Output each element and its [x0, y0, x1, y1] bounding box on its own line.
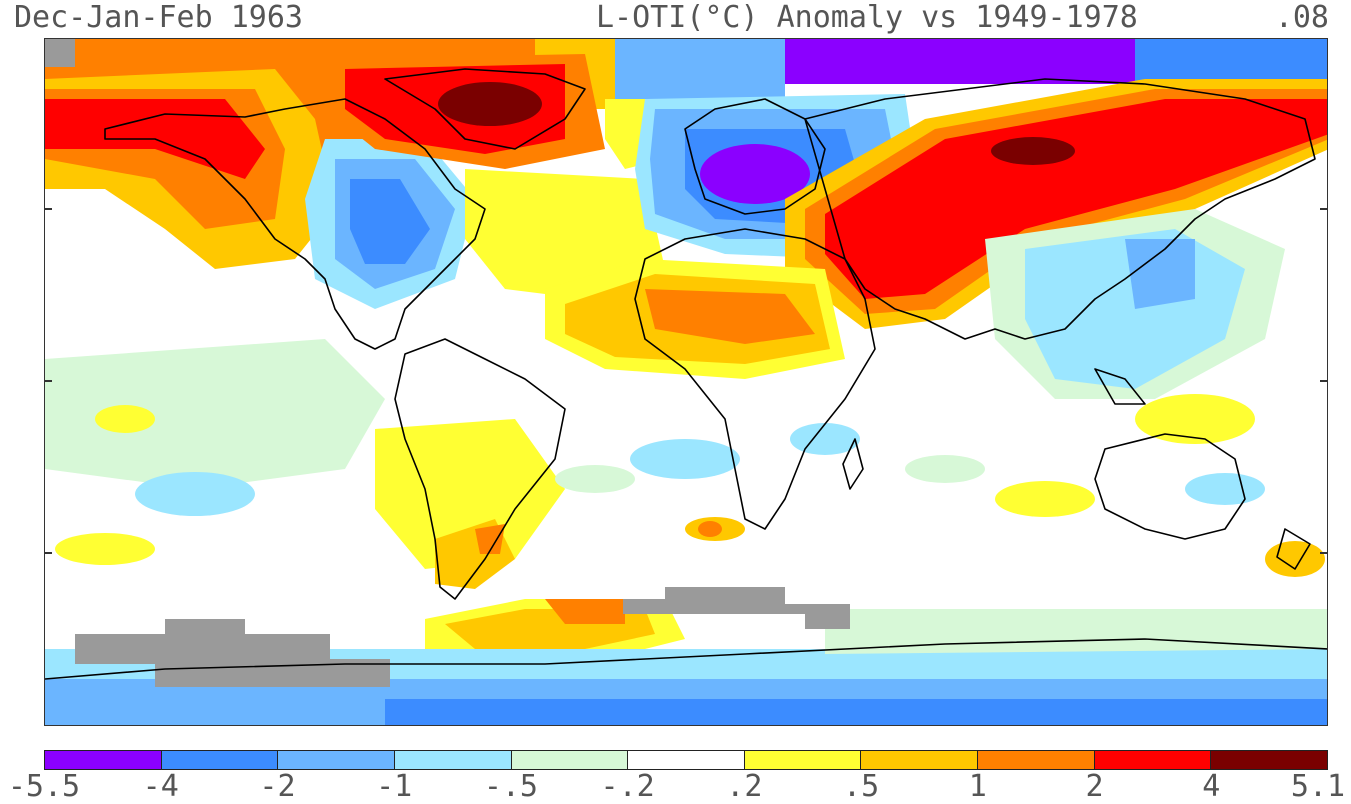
- anomaly-region-asia: [785, 79, 1327, 329]
- color-scale-tick-label: .5: [843, 769, 880, 804]
- anomaly-region-east-asia: [985, 209, 1285, 399]
- color-scale-cell: [278, 751, 395, 769]
- color-scale-tick-label: 4: [1202, 769, 1221, 804]
- map-period-title: Dec-Jan-Feb 1963: [14, 0, 303, 35]
- anomaly-region-north-africa: [545, 259, 845, 379]
- color-scale-tick-label: 1: [968, 769, 987, 804]
- anomaly-map: [44, 38, 1328, 726]
- color-scale-tick-label: -5.5: [7, 769, 81, 804]
- axis-tick-right-3: [1320, 552, 1328, 554]
- color-scale-cell: [394, 751, 512, 769]
- color-scale-cell: [161, 751, 279, 769]
- anomaly-region-north-america: [45, 69, 475, 309]
- map-variable-title: L-OTI(°C) Anomaly vs 1949-1978: [596, 0, 1138, 35]
- anomaly-region-tropics: [45, 339, 1325, 589]
- anomaly-map-canvas: [45, 39, 1327, 725]
- color-scale-bar: [44, 750, 1328, 770]
- color-scale-tick-label: .2: [726, 769, 763, 804]
- color-scale-cell: [978, 751, 1095, 769]
- color-scale-tick-label: -4: [142, 769, 179, 804]
- color-scale-cell: [628, 751, 745, 769]
- color-scale-cell: [1094, 751, 1212, 769]
- color-scale-cell: [861, 751, 979, 769]
- color-scale-tick-label: -2: [259, 769, 296, 804]
- axis-tick-left-1: [44, 208, 52, 210]
- color-scale-tick-label: 2: [1085, 769, 1104, 804]
- color-scale-cell: [511, 751, 629, 769]
- color-scale-tick-label: -.2: [600, 769, 655, 804]
- coastlines: [45, 68, 1327, 680]
- anomaly-region-greenland: [325, 54, 665, 299]
- color-scale-tick-label: 5.1: [1290, 769, 1346, 804]
- color-scale-cell: [744, 751, 862, 769]
- global-mean-value: .08: [1274, 0, 1329, 35]
- missing-data-regions: [75, 587, 850, 687]
- color-scale-tick-label: -1: [376, 769, 413, 804]
- axis-tick-left-2: [44, 380, 52, 382]
- color-scale-tick-label: -.5: [483, 769, 538, 804]
- axis-tick-right-1: [1320, 208, 1328, 210]
- axis-tick-right-2: [1320, 380, 1328, 382]
- color-scale-cell: [1211, 751, 1328, 769]
- axis-tick-left-3: [44, 552, 52, 554]
- color-scale-cell: [45, 751, 162, 769]
